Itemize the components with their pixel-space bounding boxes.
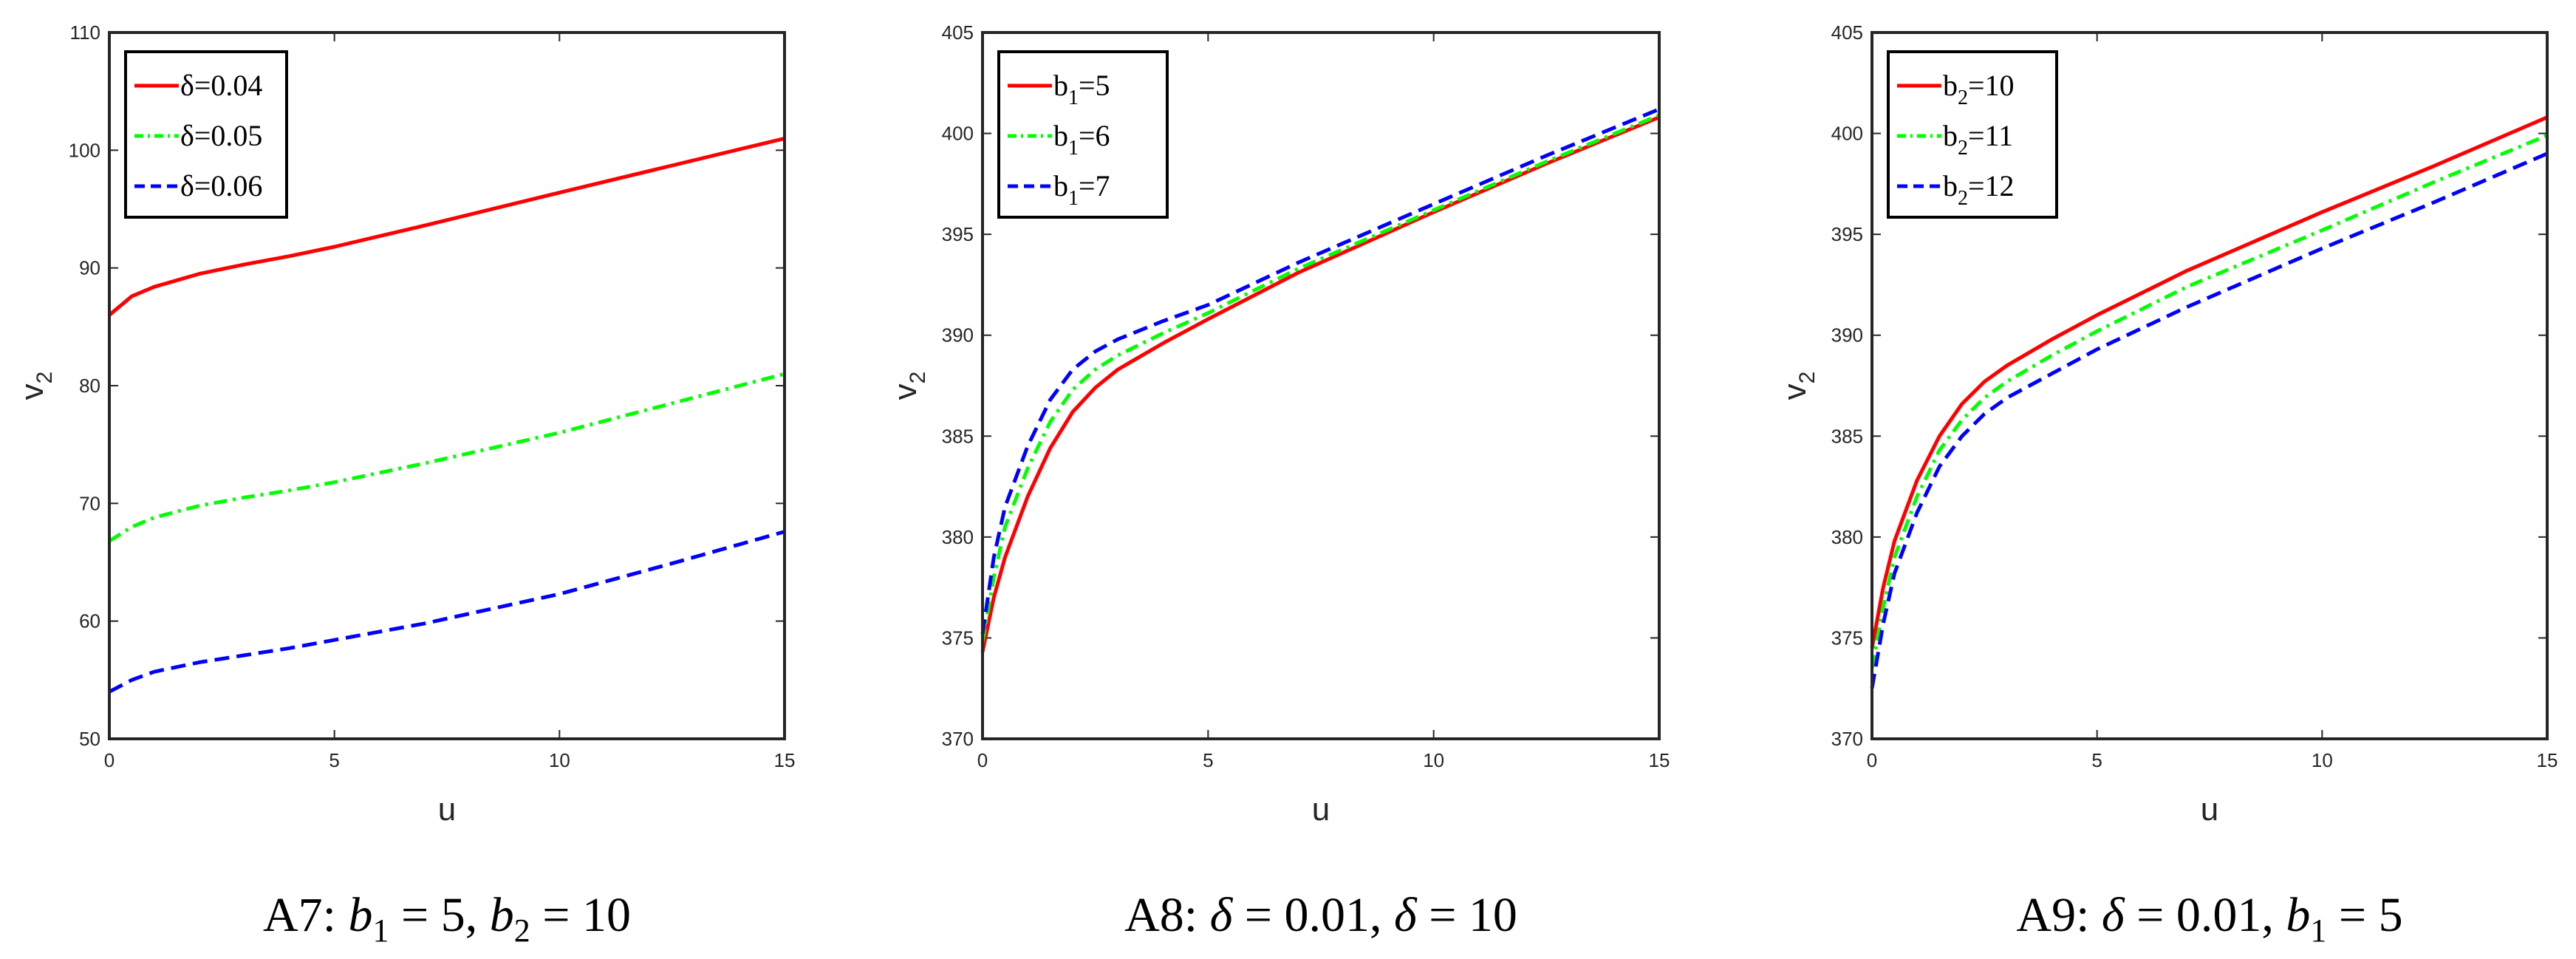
series-line-3	[1870, 151, 2548, 689]
plot-frame	[1870, 31, 2549, 740]
x-tick-label: 15	[1649, 749, 1670, 771]
y-axis-label: v2	[1777, 372, 1820, 400]
y-tick-label: 60	[79, 610, 100, 632]
legend-box	[997, 50, 1169, 219]
y-tick-label: 395	[1831, 223, 1863, 245]
legend-label-2: δ=0.05	[180, 119, 262, 152]
x-axis-label: u	[1312, 791, 1330, 827]
series-line-1	[1870, 115, 2548, 649]
y-tick-label: 405	[1831, 21, 1863, 44]
y-tick-label: 70	[79, 492, 100, 514]
x-tick-label: 0	[104, 749, 115, 771]
legend-label-3: δ=0.06	[180, 169, 262, 202]
x-tick-label: 15	[774, 749, 796, 771]
y-tick-label: 385	[1831, 425, 1863, 447]
y-tick-label: 380	[1831, 526, 1863, 548]
series-line-2	[108, 372, 785, 543]
y-tick-label: 100	[69, 139, 100, 161]
y-tick-label: 405	[942, 21, 974, 44]
legend: δ=0.04 δ=0.05 δ=0.06	[124, 50, 288, 219]
legend-label-3: b2=12	[1943, 169, 2015, 210]
y-axis-label: v2	[14, 372, 57, 400]
legend-label-1: b1=5	[1053, 69, 1110, 109]
y-tick-label: 50	[79, 728, 100, 750]
legend-box	[124, 50, 288, 219]
chart-panel-3: 370 375 380 385 390 395 400 405 0 5 10 15 b2=10 b2=11…	[1777, 21, 2558, 949]
plot-frame	[981, 31, 1661, 740]
panel-caption: A8: δ = 0.01, δ = 10	[1124, 888, 1517, 942]
series-line-3	[980, 107, 1660, 635]
y-tick-label: 80	[79, 375, 100, 397]
y-tick-label: 110	[70, 21, 100, 44]
series-line-1	[108, 136, 785, 317]
x-tick-label: 5	[2091, 749, 2102, 771]
y-tick-label: 400	[1831, 123, 1863, 145]
x-tick-label: 10	[2312, 749, 2333, 771]
y-tick-label: 385	[942, 425, 974, 447]
x-tick-label: 15	[2537, 749, 2558, 771]
x-tick-label: 5	[329, 749, 339, 771]
series-line-1	[980, 115, 1660, 653]
plot-frame	[108, 31, 786, 740]
series-line-2	[1870, 133, 2548, 669]
x-axis-label: u	[2201, 791, 2218, 827]
y-tick-label: 400	[942, 123, 974, 145]
x-tick-label: 5	[1203, 749, 1213, 771]
legend-label-1: δ=0.04	[180, 69, 262, 102]
legend-label-2: b1=6	[1053, 119, 1110, 160]
x-tick-label: 0	[1867, 749, 1877, 771]
y-tick-label: 375	[942, 627, 974, 649]
y-tick-label: 395	[942, 223, 974, 245]
series-line-3	[108, 530, 785, 694]
x-tick-label: 10	[1423, 749, 1444, 771]
legend-box	[1887, 50, 2058, 219]
y-tick-label: 375	[1831, 627, 1863, 649]
x-axis-label: u	[438, 791, 456, 827]
chart-panel-1: 50 60 70 80 90 100 110 0 5 10 15 δ=0.04 δ=0.05 δ=0.06…	[14, 21, 795, 949]
legend: b1=5 b1=6 b1=7	[997, 50, 1169, 219]
legend-label-3: b1=7	[1053, 169, 1110, 210]
x-tick-label: 10	[549, 749, 570, 771]
y-tick-label: 370	[942, 728, 974, 750]
legend-label-1: b2=10	[1943, 69, 2015, 109]
panel-caption: A9: δ = 0.01, b1 = 5	[2016, 888, 2402, 949]
y-axis-label: v2	[887, 372, 930, 400]
y-tick-label: 90	[79, 257, 100, 279]
legend: b2=10 b2=11 b2=12	[1887, 50, 2058, 219]
y-tick-label: 380	[942, 526, 974, 548]
y-tick-label: 390	[1831, 324, 1863, 347]
y-tick-label: 370	[1831, 728, 1863, 750]
legend-label-2: b2=11	[1943, 119, 2013, 160]
panel-caption: A7: b1 = 5, b2 = 10	[263, 888, 631, 949]
series-line-2	[980, 113, 1660, 643]
x-tick-label: 0	[977, 749, 988, 771]
y-tick-label: 390	[942, 324, 974, 347]
